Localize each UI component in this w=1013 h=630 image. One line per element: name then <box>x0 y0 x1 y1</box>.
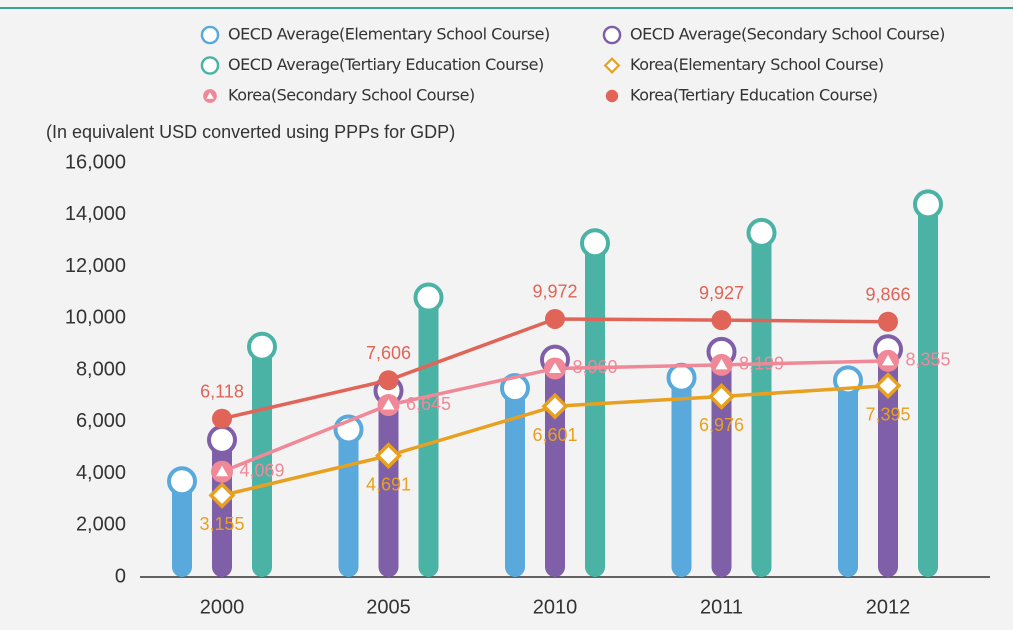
y-tick-label: 6,000 <box>76 410 126 432</box>
y-tick-label: 4,000 <box>76 462 126 484</box>
data-label: 6,118 <box>200 381 244 401</box>
legend-label: Korea(Tertiary Education Course) <box>630 86 878 105</box>
data-label: 8,355 <box>905 350 950 370</box>
marker <box>878 311 898 332</box>
marker <box>666 362 697 393</box>
data-label: 6,645 <box>406 394 451 414</box>
marker <box>413 282 444 313</box>
y-tick-label: 14,000 <box>65 203 126 225</box>
marker <box>913 189 943 220</box>
marker <box>746 217 777 248</box>
data-label: 9,866 <box>865 284 910 304</box>
marker <box>247 331 277 362</box>
marker <box>545 308 565 329</box>
x-tick-label: 2005 <box>366 596 411 618</box>
data-label: 4,691 <box>366 474 411 494</box>
marker <box>203 89 217 103</box>
bar <box>711 351 732 577</box>
x-tick-label: 2010 <box>533 596 578 618</box>
data-label: 7,395 <box>865 404 910 424</box>
bar <box>751 232 772 578</box>
data-label: 3,155 <box>199 514 244 534</box>
data-label: 7,606 <box>366 343 411 363</box>
marker <box>541 392 569 420</box>
y-tick-label: 12,000 <box>65 255 126 277</box>
data-label: 9,927 <box>699 283 744 303</box>
y-tick-label: 0 <box>115 565 126 587</box>
data-label: 4,069 <box>239 460 284 480</box>
bar <box>172 481 192 577</box>
marker <box>167 466 197 497</box>
legend-label: OECD Average(Tertiary Education Course) <box>228 55 544 74</box>
bar <box>671 377 692 577</box>
marker <box>207 424 237 455</box>
y-tick-label: 2,000 <box>76 514 126 536</box>
data-label: 6,976 <box>699 415 744 435</box>
bar <box>418 297 439 577</box>
bar <box>545 359 565 577</box>
x-tick-label: 2011 <box>700 596 743 618</box>
marker <box>874 372 902 400</box>
marker <box>378 370 399 391</box>
x-tick-label: 2012 <box>866 596 911 618</box>
marker <box>605 89 619 103</box>
marker <box>377 394 400 417</box>
y-tick-label: 16,000 <box>65 151 126 173</box>
bar <box>585 243 605 577</box>
legend-label: OECD Average(Elementary School Course) <box>228 25 550 44</box>
marker <box>877 349 899 372</box>
marker <box>375 442 402 470</box>
marker <box>603 57 621 74</box>
marker <box>602 25 622 45</box>
marker <box>544 357 566 380</box>
axis-label: (In equivalent USD converted using PPPs … <box>46 122 455 142</box>
legend-label: Korea(Secondary School Course) <box>228 86 475 105</box>
marker <box>500 373 530 404</box>
bar <box>378 390 399 577</box>
bar <box>838 380 858 577</box>
marker <box>208 481 236 509</box>
marker <box>708 383 735 410</box>
x-tick-label: 2000 <box>200 596 245 618</box>
data-label: 6,601 <box>532 425 577 445</box>
data-label: 8,199 <box>739 354 784 374</box>
marker <box>212 408 232 429</box>
marker <box>200 56 220 75</box>
data-label: 9,972 <box>532 282 577 302</box>
y-tick-label: 10,000 <box>65 307 126 329</box>
marker <box>200 25 220 45</box>
marker <box>580 228 610 259</box>
marker <box>710 353 733 376</box>
legend-label: OECD Average(Secondary School Course) <box>630 25 945 44</box>
bar <box>918 204 938 577</box>
bar <box>878 349 898 577</box>
bar <box>505 388 525 577</box>
y-tick-label: 8,000 <box>76 358 126 380</box>
marker <box>211 460 233 483</box>
data-label: 8,060 <box>572 357 617 377</box>
legend-label: Korea(Elementary School Course) <box>630 55 884 74</box>
marker <box>711 310 732 331</box>
bar <box>338 429 359 577</box>
bar <box>252 346 272 577</box>
